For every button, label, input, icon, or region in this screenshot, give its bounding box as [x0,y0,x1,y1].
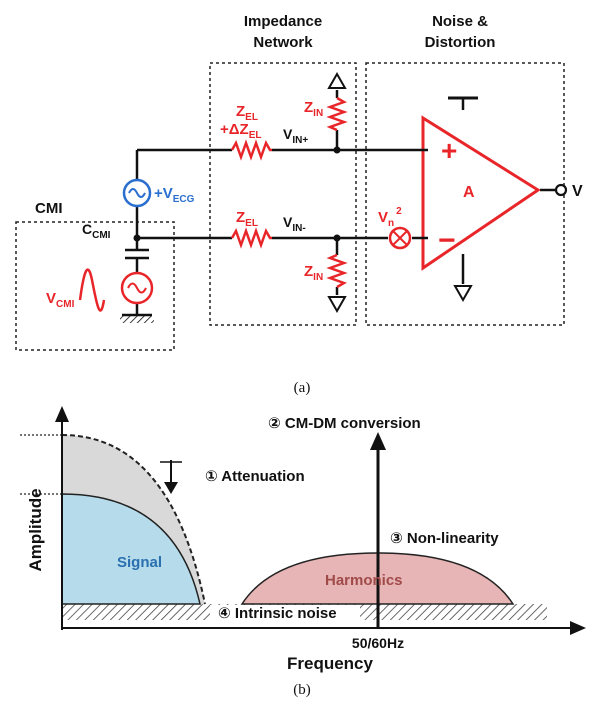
zin-bottom-resistor-icon [326,253,348,289]
attenuation-label: ① Attenuation [205,468,305,485]
caption-b: (b) [293,682,311,698]
circuit-diagram: Impedance Network Noise & Distortion CMI [15,13,583,396]
spike-arrow-icon [370,432,386,450]
zin-top-resistor-icon [326,96,348,132]
zel-top-label: ZEL [236,103,258,123]
bottom-ground-arrow-icon [327,296,347,314]
junction-dot [133,234,141,242]
opamp-plus-sign: + [441,135,457,166]
x-axis-arrow-icon [570,621,586,635]
noise-label-bg [210,605,360,620]
zin-bottom-label: ZIN [304,263,323,283]
impedance-network-box [209,62,357,326]
noise-header-line1: Noise & [432,13,488,30]
circuit-wires [122,90,556,317]
cmi-header: CMI [35,200,63,217]
opamp-icon [420,115,541,271]
noise-distortion-box [365,62,565,326]
top-ground-arrow-icon [327,71,347,89]
signal-area [61,493,201,605]
resistors [230,96,348,289]
harmonics-label: Harmonics [325,572,403,589]
zel-bottom-label: ZEL [236,209,258,229]
cmi-waveform-icon [78,268,106,312]
signal-label: Signal [117,554,162,571]
original-signal-curve [61,434,206,605]
ccmi-label: CCMI [82,221,111,241]
junction-dot [333,146,341,154]
output-terminal-icon [554,183,568,197]
vin-plus-label: VIN+ [283,126,308,146]
ecg-source-icon [122,178,152,208]
cm-dm-conversion-label: ② CM-DM conversion [268,415,421,432]
y-axis-arrow-icon [55,406,69,422]
earth-ground-icon [120,316,154,323]
zel-top-resistor-icon [230,139,272,161]
zel-bottom-resistor-icon [230,227,272,249]
caption-a: (a) [294,380,311,396]
cmi-box [15,221,175,351]
non-linearity-label: ③ Non-linearity [390,530,499,547]
zin-top-label: ZIN [304,99,323,119]
vin-minus-label: VIN- [283,214,306,234]
noise-source-icon [388,226,412,250]
intrinsic-noise-label: ④ Intrinsic noise [218,605,337,622]
cmi-source-icon [120,271,154,305]
freq-mark-label: 50/60Hz [352,635,404,651]
opamp-minus-sign: − [438,224,456,257]
junction-dot [333,234,341,242]
opamp-gain-label: A [463,184,475,201]
opamp-ground-arrow-icon [453,285,473,303]
impedance-header-line1: Impedance [244,13,322,30]
vcmi-label: VCMI [46,290,75,310]
impedance-header-line2: Network [253,34,313,51]
noise-header-line2: Distortion [425,34,496,51]
x-axis-label: Frequency [287,654,374,673]
noise-voltage-label: Vn2 [378,206,402,229]
spectrum-diagram: ② CM-DM conversion ① Attenuation ③ Non-l… [20,406,586,698]
y-axis-label: Amplitude [26,488,45,571]
attenuation-arrow-icon [160,460,182,494]
vecg-label: +VECG [154,185,195,205]
delta-zel-label: +ΔZEL [220,121,262,141]
output-label: V [572,183,583,200]
